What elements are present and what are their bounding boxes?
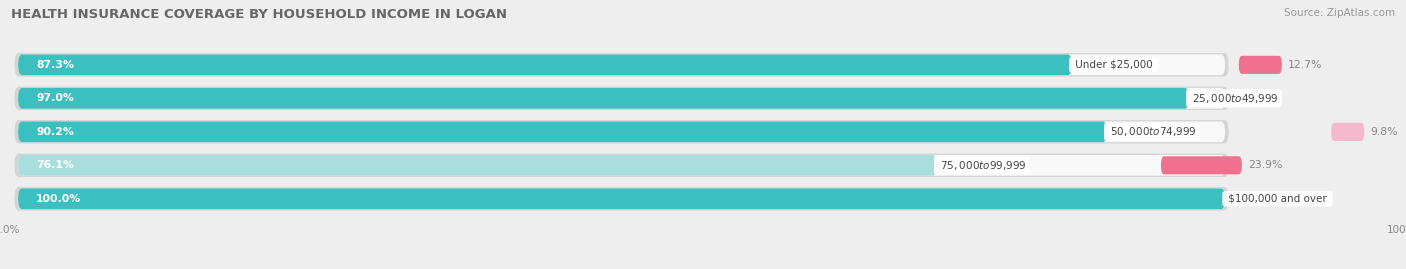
Text: 23.9%: 23.9%: [1247, 160, 1282, 170]
FancyBboxPatch shape: [18, 54, 1225, 75]
Text: 12.7%: 12.7%: [1288, 60, 1322, 70]
Text: 97.0%: 97.0%: [37, 93, 75, 103]
Text: $75,000 to $99,999: $75,000 to $99,999: [936, 159, 1026, 172]
Text: 9.8%: 9.8%: [1371, 127, 1398, 137]
Text: Source: ZipAtlas.com: Source: ZipAtlas.com: [1284, 8, 1395, 18]
Text: 100.0%: 100.0%: [37, 194, 82, 204]
Text: $50,000 to $74,999: $50,000 to $74,999: [1107, 125, 1197, 138]
FancyBboxPatch shape: [1331, 123, 1364, 141]
FancyBboxPatch shape: [14, 53, 1229, 77]
FancyBboxPatch shape: [18, 54, 1071, 75]
Text: 87.3%: 87.3%: [37, 60, 75, 70]
Text: HEALTH INSURANCE COVERAGE BY HOUSEHOLD INCOME IN LOGAN: HEALTH INSURANCE COVERAGE BY HOUSEHOLD I…: [11, 8, 508, 21]
FancyBboxPatch shape: [18, 121, 1107, 142]
Text: 90.2%: 90.2%: [37, 127, 75, 137]
FancyBboxPatch shape: [14, 154, 1229, 177]
FancyBboxPatch shape: [18, 188, 1225, 209]
FancyBboxPatch shape: [14, 87, 1229, 110]
FancyBboxPatch shape: [1161, 156, 1241, 174]
Text: 76.1%: 76.1%: [37, 160, 75, 170]
FancyBboxPatch shape: [18, 155, 936, 176]
FancyBboxPatch shape: [18, 88, 1225, 109]
FancyBboxPatch shape: [1239, 56, 1282, 74]
Text: Under $25,000: Under $25,000: [1071, 60, 1156, 70]
FancyBboxPatch shape: [18, 88, 1188, 109]
Text: $25,000 to $49,999: $25,000 to $49,999: [1188, 92, 1279, 105]
FancyBboxPatch shape: [18, 155, 1225, 176]
FancyBboxPatch shape: [14, 187, 1229, 211]
FancyBboxPatch shape: [18, 188, 1225, 209]
FancyBboxPatch shape: [18, 121, 1225, 142]
FancyBboxPatch shape: [14, 120, 1229, 144]
Text: $100,000 and over: $100,000 and over: [1225, 194, 1330, 204]
